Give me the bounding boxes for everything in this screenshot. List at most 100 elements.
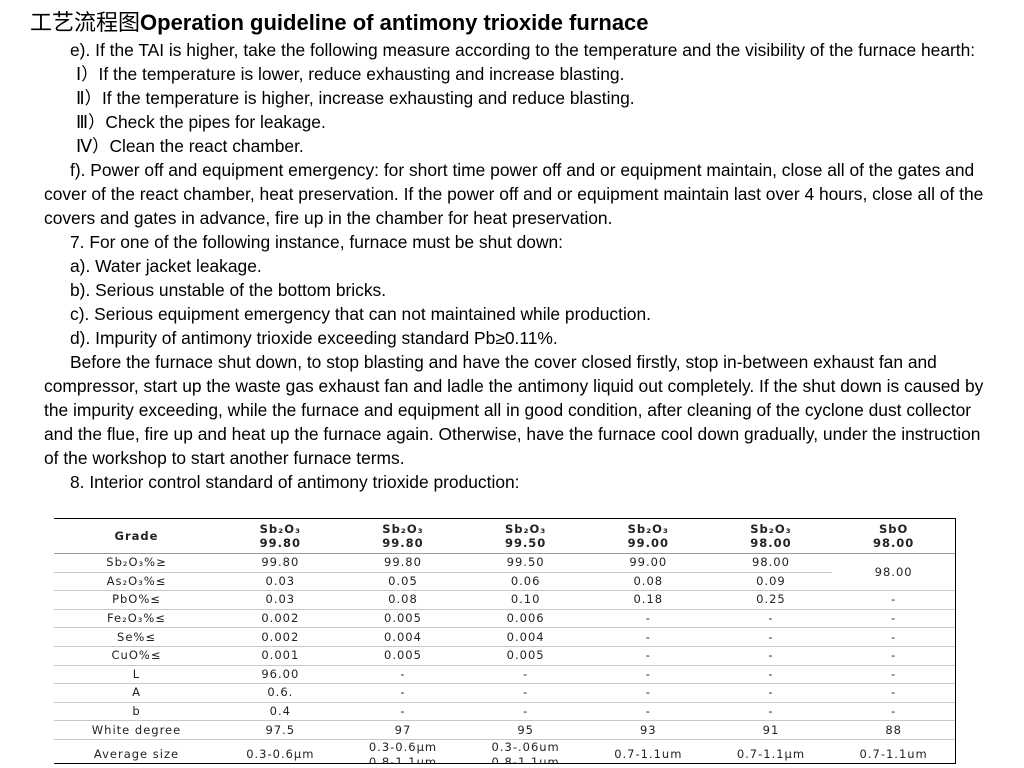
section-7-heading: 7. For one of the following instance, fu… (70, 232, 564, 252)
table-cell: - (709, 702, 833, 722)
row-label: PbO%≤ (54, 590, 219, 610)
row-label: Average size (93, 747, 180, 762)
table-cell: - (341, 683, 465, 703)
table-cell: - (832, 665, 955, 685)
title-chinese: 工艺流程图 (30, 11, 141, 36)
measure-item: Ⅰ）If the temperature is lower, reduce ex… (76, 64, 625, 84)
table-cell: - (709, 627, 833, 647)
table-row: Se%≤ 0.002 0.004 0.004 - - - (54, 627, 955, 647)
grade-column-header: Sb₂O₃ 99.00 (586, 519, 710, 554)
table-cell: 98.00 (709, 553, 833, 573)
document-body: e). If the TAI is higher, take the follo… (44, 38, 994, 494)
table-cell: 88 (832, 720, 955, 740)
table-cell: 0.18 (586, 590, 710, 610)
table-row: As₂O₃%≤ 0.03 0.05 0.06 0.08 0.09 (54, 572, 955, 592)
table-cell: - (832, 702, 955, 722)
table-cell: 95 (464, 720, 587, 740)
row-label: Sb₂O₃%≥ (54, 553, 219, 573)
table-cell: - (464, 665, 587, 685)
table-cell: 0.4 (219, 702, 342, 722)
table-cell: 91 (709, 720, 833, 740)
table-cell: - (341, 665, 465, 685)
table-cell: - (341, 702, 465, 722)
table-cell: - (709, 646, 833, 666)
row-label: White degree (54, 720, 219, 740)
table-cell: - (586, 665, 710, 685)
table-cell: 0.3-0.6μm (246, 747, 315, 762)
shutdown-item: d). Impurity of antimony trioxide exceed… (70, 328, 558, 348)
shutdown-procedure: Before the furnace shut down, to stop bl… (44, 352, 984, 468)
merged-cell: 98.00 (832, 553, 955, 592)
table-cell: 0.002 (219, 627, 342, 647)
table-cell: - (832, 609, 955, 629)
grade-column-header: Sb₂O₃ 99.80 (341, 519, 465, 554)
table-cell: 0.25 (709, 590, 833, 610)
shutdown-item: c). Serious equipment emergency that can… (70, 304, 651, 324)
row-label: Se%≤ (54, 627, 219, 647)
shutdown-item: a). Water jacket leakage. (70, 256, 262, 276)
table-row: A 0.6. - - - - - (54, 683, 955, 703)
table-cell: - (586, 609, 710, 629)
table-cell: 0.05 (341, 572, 465, 592)
table-cell: - (709, 665, 833, 685)
page-title: 工艺流程图Operation guideline of antimony tri… (30, 8, 649, 39)
shutdown-item: b). Serious unstable of the bottom brick… (70, 280, 387, 300)
table-row: PbO%≤ 0.03 0.08 0.10 0.18 0.25 - (54, 590, 955, 610)
table-cell: 0.7-1.1um (614, 747, 683, 762)
row-label: As₂O₃%≤ (54, 572, 219, 592)
table-cell: 99.50 (464, 553, 587, 573)
measure-item: Ⅲ）Check the pipes for leakage. (76, 112, 326, 132)
table-row: CuO%≤ 0.001 0.005 0.005 - - - (54, 646, 955, 666)
table-cell: 99.80 (341, 553, 465, 573)
table-cell: 0.006 (464, 609, 587, 629)
table-cell: 97.5 (219, 720, 342, 740)
table-cell: 93 (586, 720, 710, 740)
table-cell: - (832, 590, 955, 610)
grade-column-header: Sb₂O₃ 98.00 (709, 519, 833, 554)
section-8-heading: 8. Interior control standard of antimony… (70, 472, 520, 492)
measure-item: Ⅱ）If the temperature is higher, increase… (76, 88, 635, 108)
row-label: CuO%≤ (54, 646, 219, 666)
paragraph-f: f). Power off and equipment emergency: f… (44, 160, 984, 228)
table-cell: - (586, 683, 710, 703)
table-row: b 0.4 - - - - - (54, 702, 955, 722)
control-standard-table: Grade Sb₂O₃ 99.80 Sb₂O₃ 99.80 Sb₂O₃ 99.50 S… (54, 518, 956, 764)
table-cell: - (832, 646, 955, 666)
table-cell: 99.00 (586, 553, 710, 573)
table-row: Fe₂O₃%≤ 0.002 0.005 0.006 - - - (54, 609, 955, 629)
table-cell: 0.005 (464, 646, 587, 666)
title-english: Operation guideline of antimony trioxide… (140, 10, 649, 35)
table-cell: - (832, 627, 955, 647)
grade-header: Grade (54, 519, 219, 554)
table-cell: 0.3-.06um 0.8-1.1μm (491, 739, 560, 764)
table-cell: 0.09 (709, 572, 833, 592)
table-cell: 0.004 (464, 627, 587, 647)
table-cell: 0.004 (341, 627, 465, 647)
table-cell: - (586, 646, 710, 666)
table-cell: 0.03 (219, 572, 342, 592)
table-cell: 0.6. (219, 683, 342, 703)
table-cell: 0.03 (219, 590, 342, 610)
grade-column-header: SbO 98.00 (832, 519, 955, 554)
table-cell: - (709, 683, 833, 703)
table-cell: 0.7-1.1um (859, 747, 928, 762)
row-label: L (54, 665, 219, 685)
table-cell: - (586, 627, 710, 647)
table-cell: 0.10 (464, 590, 587, 610)
table-cell: - (709, 609, 833, 629)
grade-column-header: Sb₂O₃ 99.50 (464, 519, 587, 554)
row-label: Fe₂O₃%≤ (54, 609, 219, 629)
table-cell: 0.08 (341, 590, 465, 610)
table-cell: - (832, 683, 955, 703)
table-cell: 0.005 (341, 609, 465, 629)
paragraph-e: e). If the TAI is higher, take the follo… (70, 40, 976, 60)
table-cell: 0.002 (219, 609, 342, 629)
row-label: b (54, 702, 219, 722)
table-row: White degree 97.5 97 95 93 91 88 (54, 720, 955, 740)
table-cell: 97 (341, 720, 465, 740)
row-label: A (54, 683, 219, 703)
table-row: L 96.00 - - - - - (54, 665, 955, 685)
table-row-average-size: Average size 0.3-0.6μm 0.3-0.6μm 0.8-1.1u… (54, 739, 955, 764)
table-cell: - (586, 702, 710, 722)
grade-column-header: Sb₂O₃ 99.80 (219, 519, 342, 554)
